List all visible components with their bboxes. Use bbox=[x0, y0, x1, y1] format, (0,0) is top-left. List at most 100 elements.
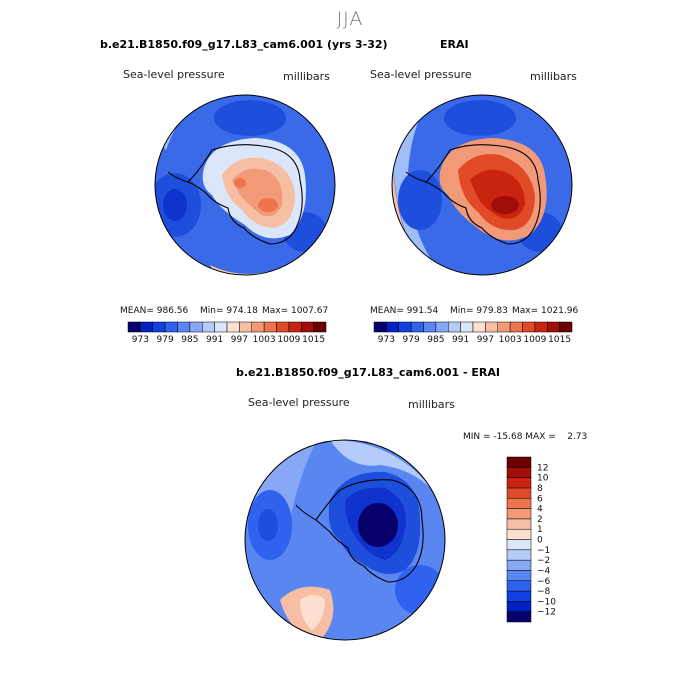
colorbar-swatch bbox=[559, 321, 573, 333]
colorbar-swatch bbox=[506, 498, 532, 509]
colorbar-tick-label: 1015 bbox=[302, 335, 325, 345]
diff-variable: Sea-level pressure bbox=[248, 396, 350, 409]
panel-1-map bbox=[155, 95, 335, 275]
colorbar-swatch bbox=[251, 321, 265, 333]
panel-1-units: millibars bbox=[283, 70, 330, 83]
colorbar-swatch bbox=[214, 321, 228, 333]
colorbar-swatch bbox=[506, 477, 532, 489]
panel-2-units: millibars bbox=[530, 70, 577, 83]
colorbar-tick-label: 2 bbox=[537, 515, 543, 525]
colorbar-swatch bbox=[506, 601, 532, 612]
colorbar-swatch bbox=[423, 321, 437, 333]
colorbar-swatch bbox=[506, 559, 532, 571]
colorbar-tick-label: 1003 bbox=[499, 335, 522, 345]
colorbar-tick-label: −2 bbox=[537, 556, 550, 566]
diff-title: b.e21.B1850.f09_g17.L83_cam6.001 - ERAI bbox=[236, 366, 500, 379]
colorbar-tick-label: 979 bbox=[403, 335, 420, 345]
panel-1-title: b.e21.B1850.f09_g17.L83_cam6.001 (yrs 3-… bbox=[100, 38, 388, 51]
colorbar-swatch bbox=[202, 321, 215, 333]
colorbar-swatch bbox=[506, 487, 532, 499]
colorbar-tick-label: 991 bbox=[452, 335, 469, 345]
colorbar-swatch bbox=[288, 321, 302, 333]
colorbar-tick-label: −4 bbox=[537, 566, 551, 576]
colorbar-swatch bbox=[435, 321, 449, 333]
colorbar-tick-label: 991 bbox=[206, 335, 223, 345]
colorbar-swatch bbox=[547, 321, 560, 333]
colorbar-swatch bbox=[276, 321, 290, 333]
colorbar-tick-label: 979 bbox=[157, 335, 174, 345]
panel-1-mean: MEAN= 986.56 bbox=[120, 306, 189, 316]
colorbar-swatch bbox=[506, 508, 532, 520]
colorbar-swatch bbox=[398, 321, 412, 333]
panel-2-title: ERAI bbox=[440, 38, 469, 51]
colorbar-tick-label: 6 bbox=[537, 494, 543, 504]
colorbar-swatch bbox=[127, 321, 141, 333]
colorbar-tick-label: −10 bbox=[537, 597, 556, 607]
diff-units: millibars bbox=[408, 398, 455, 411]
diff-range-text: MIN = -15.68 MAX = 2.73 bbox=[463, 432, 588, 442]
colorbar-tick-label: 1 bbox=[537, 525, 543, 535]
colorbar-swatch bbox=[485, 321, 498, 333]
colorbar-tick-label: 4 bbox=[537, 505, 543, 515]
colorbar-swatch bbox=[386, 321, 399, 333]
colorbar-swatch bbox=[164, 321, 178, 333]
panel-2-map bbox=[392, 95, 572, 275]
panel-2-colorbar: 973 979 985 991 997 1003 1009 1015 bbox=[373, 321, 573, 345]
colorbar-swatch bbox=[506, 611, 532, 623]
colorbar-swatch bbox=[226, 321, 240, 333]
colorbar-tick-label: −12 bbox=[537, 608, 556, 618]
colorbar-swatch bbox=[472, 321, 486, 333]
colorbar-swatch bbox=[263, 321, 277, 333]
colorbar-swatch bbox=[448, 321, 461, 333]
colorbar-swatch bbox=[313, 321, 327, 333]
colorbar-tick-label: −1 bbox=[537, 546, 550, 556]
colorbar-swatch bbox=[509, 321, 523, 333]
colorbar-swatch bbox=[140, 321, 153, 333]
colorbar-swatch bbox=[506, 549, 532, 561]
colorbar-tick-label: 985 bbox=[181, 335, 198, 345]
colorbar-tick-label: 1009 bbox=[277, 335, 300, 345]
colorbar-swatch bbox=[506, 570, 532, 581]
diff-map bbox=[245, 440, 445, 640]
colorbar-tick-label: 973 bbox=[132, 335, 149, 345]
colorbar-tick-label: 997 bbox=[231, 335, 248, 345]
colorbar-swatch bbox=[506, 539, 532, 551]
colorbar-swatch bbox=[506, 580, 532, 592]
colorbar-swatch bbox=[522, 321, 536, 333]
colorbar-tick-label: 10 bbox=[537, 474, 549, 484]
colorbar-swatch bbox=[506, 518, 532, 530]
colorbar-tick-label: 973 bbox=[378, 335, 395, 345]
colorbar-swatch bbox=[506, 467, 532, 478]
colorbar-tick-label: 0 bbox=[537, 536, 543, 546]
panel-2-min: Min= 979.83 bbox=[450, 306, 508, 316]
colorbar-swatch bbox=[534, 321, 548, 333]
colorbar-swatch bbox=[177, 321, 191, 333]
colorbar-swatch bbox=[506, 590, 532, 602]
colorbar-swatch bbox=[152, 321, 166, 333]
colorbar-swatch bbox=[460, 321, 474, 333]
colorbar-swatch bbox=[497, 321, 511, 333]
colorbar-swatch bbox=[373, 321, 387, 333]
panel-2-max: Max= 1021.96 bbox=[512, 306, 579, 316]
panel-2-variable: Sea-level pressure bbox=[370, 68, 472, 81]
panel-1-max: Max= 1007.67 bbox=[262, 306, 329, 316]
panel-2-mean: MEAN= 991.54 bbox=[370, 306, 439, 316]
colorbar-swatch bbox=[239, 321, 252, 333]
colorbar-tick-label: 1003 bbox=[253, 335, 276, 345]
colorbar-swatch bbox=[301, 321, 314, 333]
panel-1-min: Min= 974.18 bbox=[200, 306, 258, 316]
colorbar-tick-label: 985 bbox=[427, 335, 444, 345]
colorbar-tick-label: 8 bbox=[537, 484, 543, 494]
colorbar-swatch bbox=[189, 321, 203, 333]
colorbar-swatch bbox=[506, 528, 532, 540]
colorbar-swatch bbox=[506, 456, 532, 468]
colorbar-tick-label: −8 bbox=[537, 587, 551, 597]
colorbar-tick-label: −6 bbox=[537, 577, 551, 587]
panel-1-variable: Sea-level pressure bbox=[123, 68, 225, 81]
colorbar-tick-label: 1009 bbox=[523, 335, 546, 345]
panel-1-colorbar: 973 979 985 991 997 1003 1009 1015 bbox=[127, 321, 327, 345]
season-title: JJA bbox=[336, 8, 364, 30]
